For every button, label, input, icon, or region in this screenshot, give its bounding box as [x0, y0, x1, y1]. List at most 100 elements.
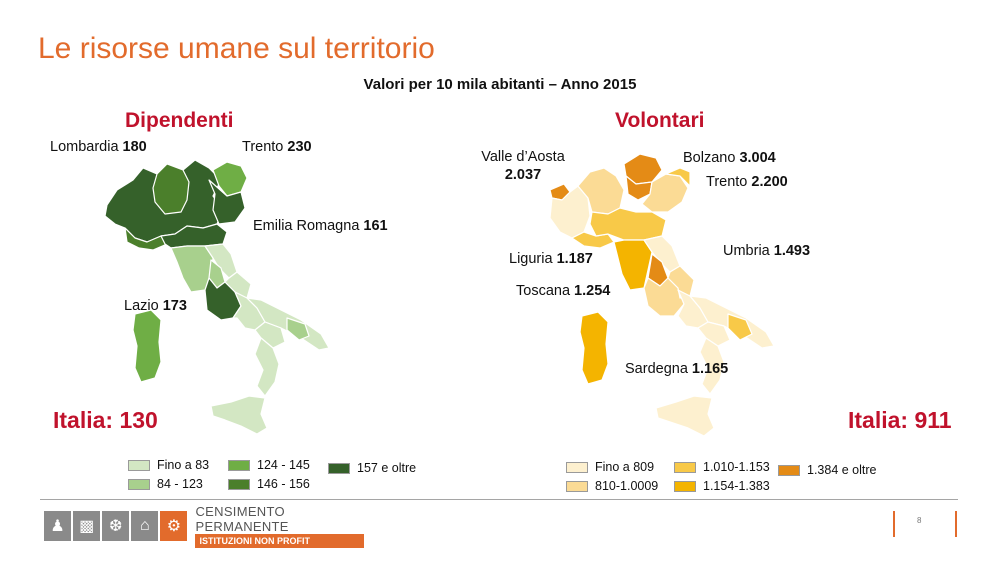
map-region-veneto — [208, 179, 246, 225]
legend-swatch — [228, 459, 250, 471]
volontari-total: Italia: 911 — [848, 407, 952, 433]
legend-swatch — [566, 461, 588, 473]
callout-name: Valle d’Aosta — [481, 149, 565, 165]
callout-value: 180 — [122, 139, 147, 155]
callout-value: 1.165 — [691, 361, 729, 377]
legend-item: 157 e oltre — [328, 461, 416, 475]
legend-label: 157 e oltre — [357, 461, 417, 475]
dip-callout-lazio: Lazio 173 — [124, 297, 187, 315]
callout-name: Trento — [706, 174, 748, 190]
legend-label: 1.010-1.153 — [703, 460, 770, 474]
slide-subtitle: Valori per 10 mila abitanti – Anno 2015 — [363, 76, 637, 93]
logo-main-text: CENSIMENTO PERMANENTE — [195, 504, 289, 534]
map-region-marche — [643, 235, 681, 273]
institution-icon: ⌂ — [131, 511, 159, 541]
legend-item: Fino a 809 — [566, 460, 654, 474]
dip-callout-emilia: Emilia Romagna 161 — [253, 217, 388, 235]
vol-callout-umbria: Umbria 1.493 — [723, 242, 810, 260]
callout-value: 1.493 — [773, 243, 811, 259]
map-region-emilia — [160, 223, 228, 249]
factory-icon: ▩ — [73, 511, 101, 541]
legend-swatch — [128, 478, 150, 490]
callout-value: 1.254 — [574, 283, 611, 299]
map-region-piemonte — [549, 185, 591, 239]
callout-name: Toscana — [516, 283, 571, 299]
callout-name: Lazio — [124, 298, 159, 314]
legend-label: 124 - 145 — [257, 458, 310, 472]
legend-label: Fino a 809 — [595, 460, 655, 474]
page-mark-left — [893, 511, 895, 537]
callout-value: 2.037 — [504, 167, 542, 184]
map-region-friuli — [665, 167, 691, 187]
volontari-map — [549, 153, 775, 437]
map-region-basilicata — [727, 313, 753, 341]
wheat-icon: ❆ — [102, 511, 130, 541]
map-region-trentino — [212, 161, 248, 197]
dip-callout-trento: Trento 230 — [242, 138, 312, 156]
vol-callout-sardegna: Sardegna 1.165 — [625, 360, 728, 378]
legend-swatch — [328, 462, 350, 474]
callout-name: Umbria — [723, 243, 770, 259]
map-region-liguria — [571, 231, 615, 249]
dipendenti-heading: Dipendenti — [125, 109, 234, 132]
volontari-heading: Volontari — [615, 109, 705, 132]
map-region-marche — [204, 243, 238, 279]
callout-value: 3.004 — [739, 150, 776, 166]
people-icon: ♟ — [44, 511, 72, 541]
legend-label: Fino a 83 — [157, 458, 210, 472]
map-region-sicilia — [210, 395, 268, 435]
legend-swatch — [566, 480, 588, 492]
map-region-calabria — [254, 337, 280, 397]
callout-value: 161 — [363, 218, 388, 234]
map-region-lombardia — [577, 167, 625, 215]
gear-icon: ⚙ — [160, 511, 188, 541]
page-number: 8 — [917, 516, 922, 525]
legend-item: 146 - 156 — [228, 477, 310, 491]
censimento-logo: ♟ ▩ ❆ ⌂ ⚙ CENSIMENTO PERMANENTE ISTITUZI… — [44, 504, 365, 548]
callout-name: Lombardia — [50, 139, 119, 155]
footer-divider — [40, 499, 958, 500]
dip-callout-lombardia: Lombardia 180 — [50, 138, 147, 156]
legend-swatch — [674, 480, 696, 492]
callout-name: Emilia Romagna — [253, 218, 360, 234]
callout-name: Trento — [242, 139, 284, 155]
logo-text: CENSIMENTO PERMANENTE ISTITUZIONI NON PR… — [195, 504, 365, 548]
slide-title: Le risorse umane sul territorio — [38, 32, 435, 65]
vol-callout-liguria: Liguria 1.187 — [509, 250, 593, 268]
callout-value: 230 — [287, 139, 312, 155]
callout-name: Bolzano — [683, 150, 736, 166]
map-region-emilia — [589, 207, 667, 241]
map-region-calabria — [699, 337, 725, 395]
map-region-sardegna — [579, 311, 609, 385]
vol-callout-bolzano: Bolzano 3.004 — [683, 149, 776, 167]
map-region-puglia-mid — [286, 317, 310, 341]
legend-item: 1.384 e oltre — [778, 463, 877, 477]
legend-label: 1.154-1.383 — [703, 479, 770, 493]
logo-sub-text: ISTITUZIONI NON PROFIT — [195, 534, 365, 548]
vol-callout-valle: Valle d’Aosta 2.037 — [468, 148, 578, 184]
map-region-toscana — [613, 239, 653, 291]
vol-callout-toscana: Toscana 1.254 — [516, 282, 610, 300]
dipendenti-map — [104, 159, 330, 435]
legend-item: 1.154-1.383 — [674, 479, 770, 493]
map-region-sicilia — [655, 395, 715, 437]
callout-value: 173 — [162, 298, 187, 314]
legend-label: 810-1.0009 — [595, 479, 659, 493]
legend-label: 146 - 156 — [257, 477, 310, 491]
legend-item: Fino a 83 — [128, 458, 209, 472]
map-region-sardegna — [132, 309, 162, 383]
legend-item: 124 - 145 — [228, 458, 310, 472]
callout-value: 2.200 — [751, 174, 788, 190]
callout-name: Liguria — [509, 251, 553, 267]
callout-name: Sardegna — [625, 361, 688, 377]
legend-swatch — [228, 478, 250, 490]
vol-callout-trento: Trento 2.200 — [706, 173, 788, 191]
map-region-calabria-north — [697, 321, 731, 347]
legend-swatch — [778, 464, 800, 476]
dipendenti-total: Italia: 130 — [53, 407, 158, 433]
legend-item: 810-1.0009 — [566, 479, 658, 493]
map-region-lombardia — [152, 163, 190, 215]
legend-swatch — [128, 459, 150, 471]
legend-swatch — [674, 461, 696, 473]
legend-label: 84 - 123 — [157, 477, 203, 491]
